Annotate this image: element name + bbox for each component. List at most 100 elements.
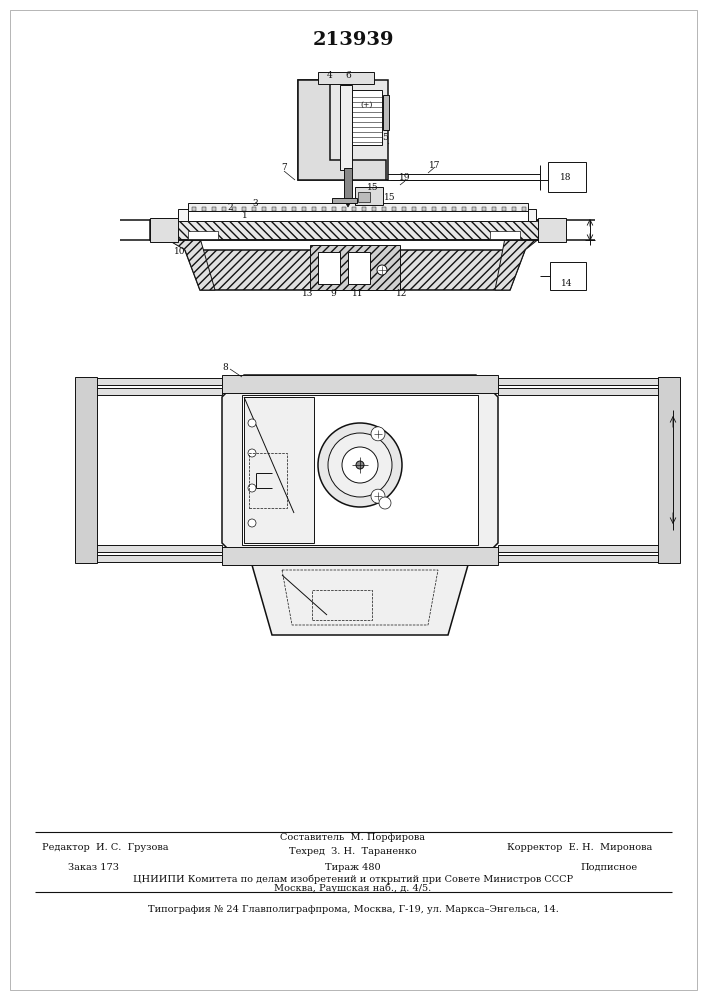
Polygon shape [150, 220, 560, 240]
Text: Редактор  И. С.  Грузова: Редактор И. С. Грузова [42, 842, 168, 852]
Polygon shape [344, 200, 352, 207]
Bar [80, 555, 222, 562]
Bar [318, 252, 340, 284]
Polygon shape [442, 207, 446, 211]
Polygon shape [512, 207, 516, 211]
Polygon shape [432, 207, 436, 211]
Bar [344, 168, 352, 200]
Text: 18: 18 [560, 172, 572, 182]
Polygon shape [372, 207, 376, 211]
Polygon shape [262, 207, 266, 211]
Bar [358, 192, 370, 202]
Circle shape [328, 433, 392, 497]
Bar [150, 218, 178, 242]
Polygon shape [165, 238, 215, 290]
Polygon shape [322, 207, 326, 211]
Bar [355, 187, 383, 205]
Text: Корректор  Е. Н.  Миронова: Корректор Е. Н. Миронова [508, 842, 653, 852]
Bar [498, 388, 658, 395]
Circle shape [342, 447, 378, 483]
Polygon shape [252, 207, 256, 211]
Bar [80, 378, 222, 385]
Polygon shape [495, 238, 540, 290]
Polygon shape [382, 207, 386, 211]
Circle shape [248, 419, 256, 427]
Polygon shape [362, 207, 366, 211]
Circle shape [248, 519, 256, 527]
Circle shape [379, 497, 391, 509]
Text: 6: 6 [345, 70, 351, 80]
Bar [222, 547, 498, 565]
Bar [498, 378, 658, 385]
Bar [298, 80, 388, 180]
Polygon shape [332, 207, 336, 211]
Text: 7: 7 [281, 163, 287, 172]
Polygon shape [185, 250, 525, 290]
Bar [383, 95, 389, 130]
Text: (+): (+) [361, 101, 373, 109]
Bar [498, 555, 658, 562]
Text: 15: 15 [384, 192, 396, 202]
Polygon shape [232, 207, 236, 211]
Text: Москва, Раушская наб., д. 4/5.: Москва, Раушская наб., д. 4/5. [274, 883, 432, 893]
Circle shape [318, 423, 402, 507]
Bar [188, 211, 528, 221]
Bar [332, 198, 357, 203]
Bar [658, 377, 680, 563]
Bar [318, 72, 374, 84]
Polygon shape [412, 207, 416, 211]
Polygon shape [302, 207, 306, 211]
Bar [249, 453, 287, 508]
Polygon shape [282, 207, 286, 211]
Bar [538, 218, 566, 242]
Text: 2: 2 [227, 202, 233, 212]
Polygon shape [310, 245, 400, 290]
Bar [188, 231, 218, 239]
Text: 8: 8 [222, 362, 228, 371]
Polygon shape [298, 80, 386, 180]
Text: 4: 4 [327, 70, 333, 80]
Polygon shape [392, 207, 396, 211]
Text: 14: 14 [561, 279, 573, 288]
Bar [348, 252, 370, 284]
Bar [80, 545, 222, 552]
Text: 1: 1 [242, 212, 248, 221]
Text: 17: 17 [429, 160, 440, 169]
Bar [222, 375, 498, 393]
Polygon shape [212, 207, 216, 211]
Polygon shape [272, 207, 276, 211]
Polygon shape [312, 207, 316, 211]
Text: Типография № 24 Главполиграфпрома, Москва, Г-19, ул. Маркса–Энгельса, 14.: Типография № 24 Главполиграфпрома, Москв… [148, 906, 559, 914]
Polygon shape [452, 207, 456, 211]
Text: 12: 12 [397, 290, 408, 298]
Bar [244, 397, 314, 543]
Polygon shape [342, 207, 346, 211]
Text: ЦНИИПИ Комитета по делам изобретений и открытий при Совете Министров СССР: ЦНИИПИ Комитета по делам изобретений и о… [133, 874, 573, 884]
Polygon shape [222, 207, 226, 211]
Text: Техред  З. Н.  Тараненко: Техред З. Н. Тараненко [289, 846, 417, 856]
Bar [178, 209, 536, 221]
Polygon shape [472, 207, 476, 211]
Circle shape [371, 489, 385, 503]
Text: Подписное: Подписное [581, 862, 638, 871]
Circle shape [371, 427, 385, 441]
Bar [498, 545, 658, 552]
Text: Составитель  М. Порфирова: Составитель М. Порфирова [281, 834, 426, 842]
Circle shape [248, 484, 256, 492]
Bar [75, 377, 97, 563]
Text: 10: 10 [174, 247, 186, 256]
Bar [352, 90, 382, 145]
Bar [550, 262, 586, 290]
Circle shape [248, 449, 256, 457]
Text: 5: 5 [382, 133, 388, 142]
Polygon shape [422, 207, 426, 211]
Text: 213939: 213939 [312, 31, 394, 49]
Bar [340, 85, 352, 170]
Polygon shape [222, 375, 498, 565]
Bar [490, 231, 520, 239]
Text: 13: 13 [303, 290, 314, 298]
Bar [80, 388, 222, 395]
Bar [188, 203, 528, 211]
Text: Заказ 173: Заказ 173 [68, 862, 119, 871]
Polygon shape [242, 207, 246, 211]
